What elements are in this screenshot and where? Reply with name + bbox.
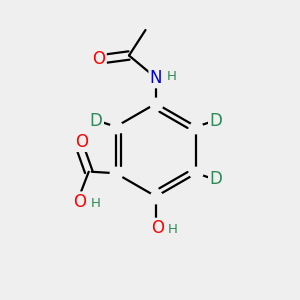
Text: O: O [151, 219, 164, 237]
Text: D: D [209, 170, 222, 188]
Text: D: D [209, 112, 222, 130]
Text: N: N [150, 69, 162, 87]
Text: O: O [92, 50, 106, 68]
Text: O: O [73, 193, 86, 211]
Text: O: O [75, 133, 88, 151]
Text: H: H [167, 70, 176, 83]
Text: H: H [91, 197, 100, 210]
Text: H: H [168, 223, 177, 236]
Text: D: D [90, 112, 103, 130]
